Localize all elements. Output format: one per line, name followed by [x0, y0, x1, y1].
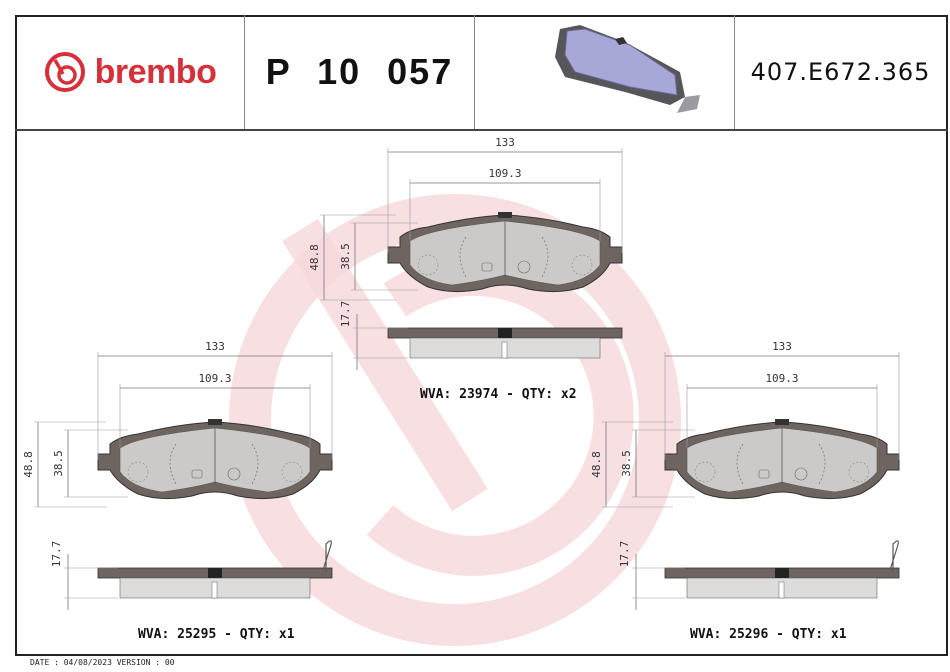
- thickness-label: 17.7: [618, 541, 631, 568]
- height-inner-label: 38.5: [620, 450, 633, 477]
- spring-clip: [322, 540, 332, 572]
- wva-caption: WVA: 23974 - QTY: x2: [420, 387, 577, 402]
- brembo-logo-icon: [44, 52, 85, 92]
- width-inner-label: 109.3: [198, 372, 231, 385]
- side-view-indicator: [775, 568, 789, 578]
- hole-outline: [191, 469, 203, 479]
- height-total-label: 48.8: [590, 451, 603, 478]
- thickness-label: 17.7: [339, 301, 352, 328]
- height-inner-label: 38.5: [339, 243, 352, 270]
- width-inner-label: 109.3: [488, 167, 521, 180]
- side-view-slot: [778, 581, 785, 599]
- pad-view-1: 133 109.3 48.8 38.5 17.7 WVA: 23974 - QTY: x2: [308, 136, 623, 402]
- reference-number: 407.E672.365: [750, 58, 931, 86]
- wva-caption: WVA: 25295 - QTY: x1: [138, 627, 295, 642]
- hole-outline: [227, 467, 241, 481]
- groove: [459, 236, 467, 278]
- groove: [541, 236, 549, 278]
- height-inner-label: 38.5: [52, 450, 65, 477]
- reference-cell: 407.E672.365: [735, 15, 946, 129]
- groove: [818, 443, 826, 485]
- height-total-label: 48.8: [308, 244, 321, 271]
- brake-pad-3d-image: [554, 25, 700, 113]
- hole-outline: [694, 461, 716, 483]
- hole-outline: [758, 469, 770, 479]
- hole-outline: [794, 467, 808, 481]
- side-view-slot: [501, 341, 508, 359]
- groove: [169, 443, 177, 485]
- part-number: P 10 057: [265, 51, 454, 92]
- wear-indicator: [208, 419, 222, 425]
- wear-indicator: [775, 419, 789, 425]
- drawing-frame: [15, 15, 948, 656]
- hole-outline: [281, 461, 303, 483]
- wva-caption: WVA: 25296 - QTY: x1: [690, 627, 847, 642]
- hole-outline: [127, 461, 149, 483]
- hole-outline: [848, 461, 870, 483]
- spring-clip: [889, 540, 899, 572]
- brand-name: brembo: [94, 52, 217, 91]
- width-total-label: 133: [772, 340, 792, 353]
- footer-date-version: DATE : 04/08/2023 VERSION : 00: [30, 658, 175, 667]
- hole-outline: [481, 262, 493, 272]
- hole-outline: [517, 260, 531, 274]
- width-total-label: 133: [495, 136, 515, 149]
- pad-view-2: 133 109.3 48.8 38.5 17.7 WVA: 25295 - QTY: x1: [22, 340, 333, 642]
- hole-outline: [417, 254, 439, 276]
- width-inner-label: 109.3: [765, 372, 798, 385]
- side-view-indicator: [498, 328, 512, 338]
- logo-cell: brembo: [15, 15, 245, 129]
- height-total-label: 48.8: [22, 451, 35, 478]
- width-total-label: 133: [205, 340, 225, 353]
- wear-indicator: [498, 212, 512, 218]
- groove: [251, 443, 259, 485]
- pad-view-3: 133 109.3 48.8 38.5 17.7 WVA: 25296 - QTY: x1: [590, 340, 900, 642]
- hole-outline: [571, 254, 593, 276]
- part-number-cell: P 10 057: [245, 15, 475, 129]
- product-image-cell: [475, 15, 735, 129]
- title-block: brembo P 10 057 407.E672.365: [15, 15, 948, 131]
- thickness-label: 17.7: [50, 541, 63, 568]
- side-view-indicator: [208, 568, 222, 578]
- groove: [736, 443, 744, 485]
- side-view-slot: [211, 581, 218, 599]
